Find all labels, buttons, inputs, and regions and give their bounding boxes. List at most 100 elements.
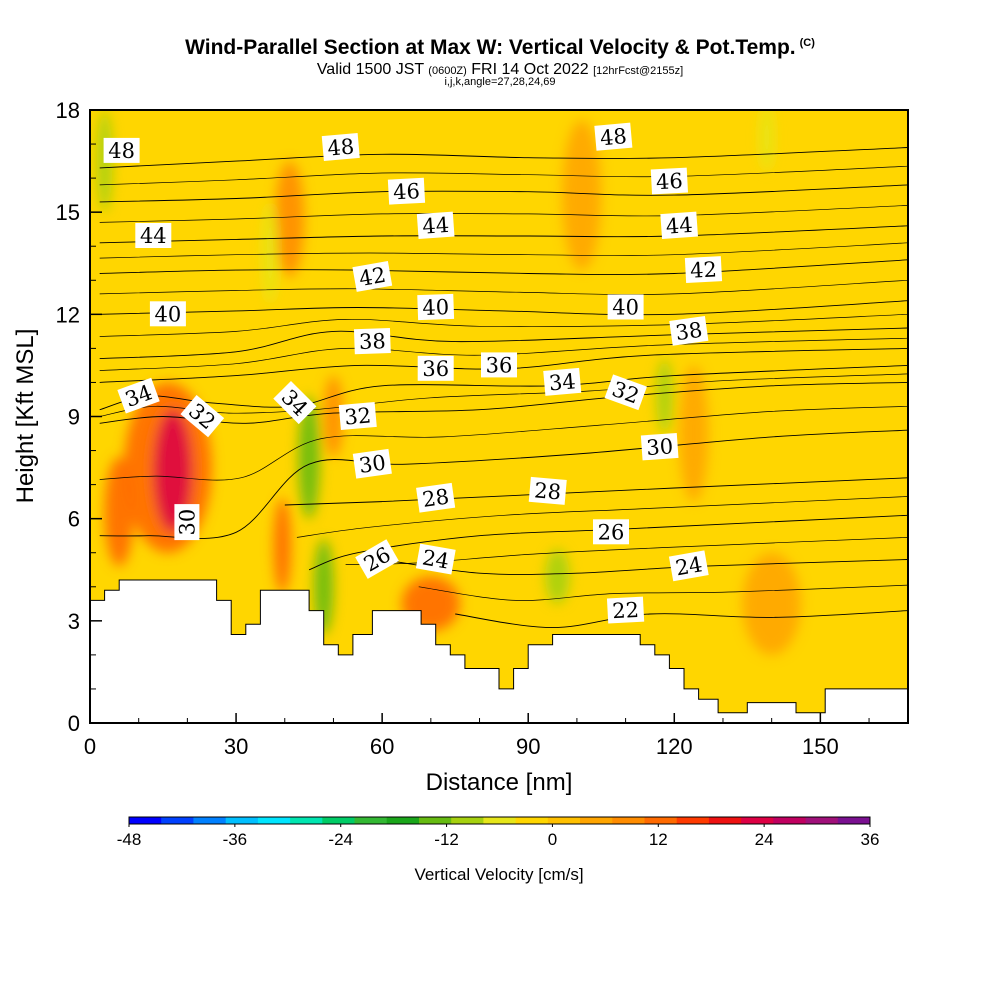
colorbar-bin-20 xyxy=(773,817,806,824)
contour-label-30-24: 30 xyxy=(640,432,679,461)
colorbar-frame xyxy=(128,816,871,825)
contour-label-40-10: 40 xyxy=(149,301,186,327)
colorbar-bin-13 xyxy=(547,817,581,824)
updraft-cell-4 xyxy=(275,161,305,277)
contour-label-text: 22 xyxy=(612,598,640,623)
colorbar-bin-1 xyxy=(161,817,194,824)
colorbar-bin-3 xyxy=(225,817,259,824)
contour-label-box xyxy=(415,543,456,575)
updraft-cell-8 xyxy=(679,365,709,502)
contour-label-24-31: 24 xyxy=(668,550,709,582)
colorbar-bin-2 xyxy=(193,817,227,824)
contour-label-box xyxy=(640,432,679,461)
contour-label-box xyxy=(594,122,633,151)
x-tick-label-60: 60 xyxy=(370,734,394,759)
contour-label-text: 40 xyxy=(422,295,450,320)
contour-label-text: 34 xyxy=(548,369,577,395)
theta-contour-34 xyxy=(99,364,908,411)
colorbar-bin-16 xyxy=(644,817,678,824)
contour-label-box xyxy=(321,132,360,162)
theta-contour-26 xyxy=(308,514,908,571)
contour-label-46-4: 46 xyxy=(650,167,689,195)
contour-label-box xyxy=(273,380,317,425)
contour-label-38-13: 38 xyxy=(353,327,391,355)
colorbar-label-36: 36 xyxy=(861,830,880,849)
contour-label-34-18: 34 xyxy=(273,380,317,425)
contour-label-box xyxy=(669,316,709,346)
contour-label-22-32: 22 xyxy=(606,596,645,624)
contour-label-text: 44 xyxy=(422,213,450,239)
contour-label-box xyxy=(416,482,456,513)
updraft-cell-5 xyxy=(323,375,344,458)
contour-label-40-12: 40 xyxy=(607,294,644,320)
contour-label-box xyxy=(180,394,225,438)
contour-label-text: 38 xyxy=(674,318,704,345)
contour-label-text: 26 xyxy=(598,520,625,544)
colorbar-bin-19 xyxy=(741,817,774,824)
contour-label-46-3: 46 xyxy=(387,177,426,205)
theta-contour-minor-25 xyxy=(345,537,908,565)
updraft-cell-1 xyxy=(153,409,193,533)
contour-label-32-22: 32 xyxy=(604,374,647,411)
contour-label-box xyxy=(149,301,186,327)
x-tick-label-90: 90 xyxy=(516,734,540,759)
contour-label-box xyxy=(481,352,517,378)
colorbar-bin-17 xyxy=(676,817,710,824)
contour-label-30-25: 30 xyxy=(174,504,200,541)
contour-label-box xyxy=(604,374,647,411)
theta-contour-24 xyxy=(382,559,908,575)
theta-contour-minor-43 xyxy=(99,242,908,259)
colorbar-bin-9 xyxy=(419,817,452,824)
theta-contour-36 xyxy=(99,347,908,383)
contour-label-box xyxy=(668,550,709,582)
theta-contour-minor-37 xyxy=(99,337,908,371)
contour-label-text: 28 xyxy=(421,484,451,511)
contour-label-text: 28 xyxy=(533,478,562,504)
contour-label-box xyxy=(543,367,582,396)
contour-label-box xyxy=(135,223,172,248)
contour-label-30-23: 30 xyxy=(352,448,392,479)
contour-label-36-16: 36 xyxy=(481,352,517,378)
updraft-cell-7 xyxy=(562,120,602,271)
updraft-cell-3 xyxy=(273,498,292,594)
contour-label-42-9: 42 xyxy=(684,256,723,284)
contour-label-40-11: 40 xyxy=(417,293,455,321)
contour-label-text: 48 xyxy=(599,124,628,150)
colorbar-bin-5 xyxy=(290,817,323,824)
contour-label-44-7: 44 xyxy=(660,211,698,240)
contour-label-44-5: 44 xyxy=(135,223,172,248)
grid-indices: i,j,k,angle=27,28,24,69 xyxy=(444,76,556,88)
contour-label-box xyxy=(352,448,392,479)
y-axis-title: Height [Kft MSL] xyxy=(12,329,39,504)
theta-contour-minor-47 xyxy=(99,165,908,186)
contour-label-text: 36 xyxy=(486,353,513,377)
theta-contour-minor-27 xyxy=(296,496,908,538)
y-tick-label-18: 18 xyxy=(56,98,80,123)
contour-label-text: 42 xyxy=(357,263,387,291)
colorbar-label--36: -36 xyxy=(223,830,248,849)
contour-label-text: 30 xyxy=(175,509,199,536)
theta-contour-minor-45 xyxy=(99,205,908,223)
contour-label-text: 42 xyxy=(690,257,718,282)
contour-label-box xyxy=(593,519,629,545)
contour-label-text: 36 xyxy=(422,357,449,381)
updraft-cell-9 xyxy=(742,552,801,655)
contour-label-box xyxy=(417,355,454,381)
theta-contour-minor-39 xyxy=(99,313,908,337)
x-tick-label-30: 30 xyxy=(224,734,248,759)
contour-label-box xyxy=(355,539,399,579)
colorbar-bin-21 xyxy=(805,817,839,824)
contour-label-box xyxy=(352,260,393,292)
theta-contour-minor-23 xyxy=(418,584,908,601)
contour-label-box xyxy=(338,401,377,431)
theta-contour-minor-31 xyxy=(99,405,908,481)
contour-label-48-1: 48 xyxy=(321,132,360,162)
colorbar-bin-11 xyxy=(483,817,517,824)
colorbar-label--24: -24 xyxy=(328,830,353,849)
contour-label-34-19: 34 xyxy=(543,367,582,396)
colorbar-label--12: -12 xyxy=(434,830,459,849)
theta-contour-38 xyxy=(99,327,908,360)
contour-label-text: 48 xyxy=(108,139,135,163)
